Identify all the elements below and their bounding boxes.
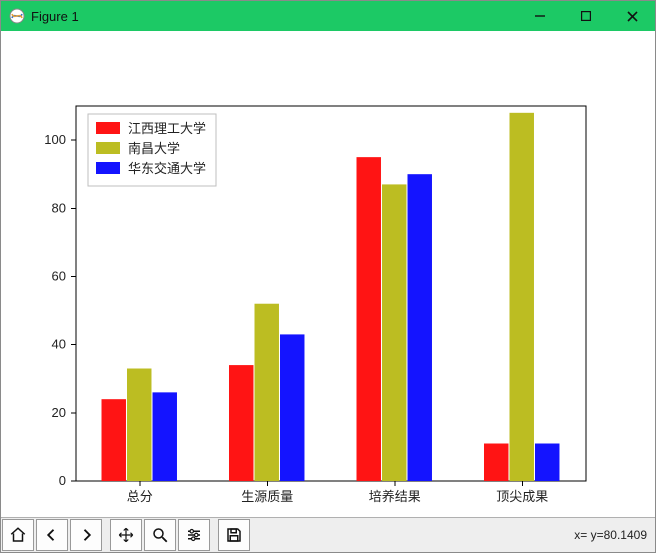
toolbar-forward-button[interactable]: [70, 519, 102, 551]
toolbar-configure-button[interactable]: [178, 519, 210, 551]
cursor-coordinates: x= y=80.1409: [574, 528, 647, 542]
bar: [382, 184, 406, 481]
bar: [484, 444, 508, 482]
legend-swatch: [96, 142, 120, 154]
titlebar: Figure 1: [1, 1, 655, 31]
y-tick-label: 80: [52, 200, 66, 215]
bar: [357, 157, 381, 481]
close-button[interactable]: [609, 1, 655, 31]
toolbar-save-button[interactable]: [218, 519, 250, 551]
minimize-button[interactable]: [517, 1, 563, 31]
x-tick-label: 总分: [127, 489, 153, 504]
bar: [408, 174, 432, 481]
toolbar-home-button[interactable]: [2, 519, 34, 551]
legend-swatch: [96, 122, 120, 134]
bar: [510, 113, 534, 481]
maximize-button[interactable]: [563, 1, 609, 31]
y-tick-label: 0: [59, 473, 66, 488]
x-tick-label: 生源质量: [241, 489, 293, 504]
toolbar-zoom-button[interactable]: [144, 519, 176, 551]
bar: [255, 304, 279, 481]
toolbar-pan-button[interactable]: [110, 519, 142, 551]
bar: [102, 399, 126, 481]
legend-swatch: [96, 162, 120, 174]
bar: [127, 369, 151, 482]
y-tick-label: 20: [52, 405, 66, 420]
y-tick-label: 40: [52, 337, 66, 352]
bar: [280, 334, 304, 481]
legend-label: 江西理工大学: [128, 121, 206, 136]
app-icon: [9, 8, 25, 24]
legend-label: 南昌大学: [128, 141, 180, 156]
figure-window: Figure 1 0 20 40 60 80 100 总分 生源质量 培养结果 顶尖成果 江西理工大…: [0, 0, 656, 553]
bar: [535, 444, 559, 482]
y-tick-label: 60: [52, 268, 66, 283]
bar: [229, 365, 253, 481]
legend-label: 华东交通大学: [128, 161, 206, 176]
figure-canvas[interactable]: 0 20 40 60 80 100 总分 生源质量 培养结果 顶尖成果 江西理工大学南昌大学华东交通…: [1, 31, 655, 517]
bar: [153, 392, 177, 481]
x-tick-label: 培养结果: [369, 489, 421, 504]
toolbar-back-button[interactable]: [36, 519, 68, 551]
window-title: Figure 1: [31, 9, 79, 24]
legend: 江西理工大学南昌大学华东交通大学: [88, 114, 216, 186]
navigation-toolbar: x= y=80.1409: [1, 517, 655, 552]
x-tick-label: 顶尖成果: [496, 489, 548, 504]
y-tick-label: 100: [44, 132, 66, 147]
